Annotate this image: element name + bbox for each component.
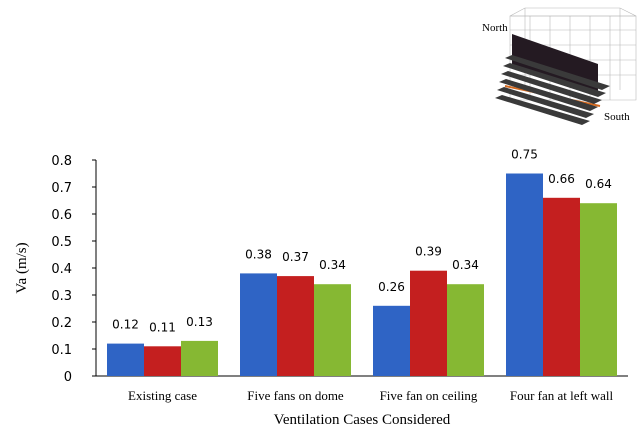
y-tick-label: 0.1: [51, 343, 72, 358]
data-label: 0.64: [585, 177, 612, 191]
data-label: 0.11: [149, 320, 176, 334]
data-label: 0.26: [378, 280, 405, 294]
data-label: 0.66: [548, 172, 575, 186]
inset-label-south: South: [604, 111, 630, 123]
y-tick-label: 0.3: [51, 289, 72, 304]
seating-rows: [495, 55, 610, 125]
y-axis-title: Va (m/s): [14, 242, 30, 293]
bar: [181, 340, 218, 376]
bar: [240, 273, 277, 376]
data-labels: 0.12 0.11 0.13 0.38 0.37 0.34 0.26 0.39 0.34 0.75…: [112, 148, 612, 335]
bar: [314, 284, 351, 376]
data-label: 0.39: [415, 245, 442, 259]
y-tick-label: 0.7: [51, 181, 72, 196]
bar: [144, 346, 181, 376]
data-label: 0.75: [511, 148, 538, 162]
data-label: 0.13: [186, 315, 213, 329]
y-tick-label: 0.6: [51, 208, 72, 223]
x-axis-category-labels: Existing case Five fans on dome Five fan o…: [128, 388, 613, 403]
building-model-inset: North South: [482, 7, 637, 125]
data-label: 0.38: [245, 247, 272, 261]
y-tick-label: 0.4: [51, 262, 72, 277]
x-category-label: Five fan on ceiling: [380, 388, 478, 403]
bar: [277, 276, 314, 376]
y-axis-ticks: 0 0.1 0.2 0.3 0.4 0.5 0.6 0.7 0.8: [51, 154, 96, 385]
x-axis-title: Ventilation Cases Considered: [274, 412, 451, 428]
bar: [543, 197, 580, 376]
x-category-label: Existing case: [128, 388, 197, 403]
bar: [373, 305, 410, 376]
y-tick-label: 0.2: [51, 316, 72, 331]
y-tick-label: 0.5: [51, 235, 72, 250]
bar: [580, 203, 617, 376]
data-label: 0.34: [452, 258, 479, 272]
bar: [107, 343, 144, 376]
x-category-label: Five fans on dome: [247, 388, 344, 403]
data-label: 0.12: [112, 318, 139, 332]
inset-label-north: North: [482, 22, 508, 34]
bar: [447, 284, 484, 376]
x-category-label: Four fan at left wall: [510, 388, 614, 403]
bar: [410, 270, 447, 376]
bars: [107, 173, 617, 376]
data-label: 0.34: [319, 258, 346, 272]
y-tick-label: 0: [64, 370, 72, 385]
bar: [506, 173, 543, 376]
y-tick-label: 0.8: [51, 154, 72, 169]
data-label: 0.37: [282, 250, 309, 264]
